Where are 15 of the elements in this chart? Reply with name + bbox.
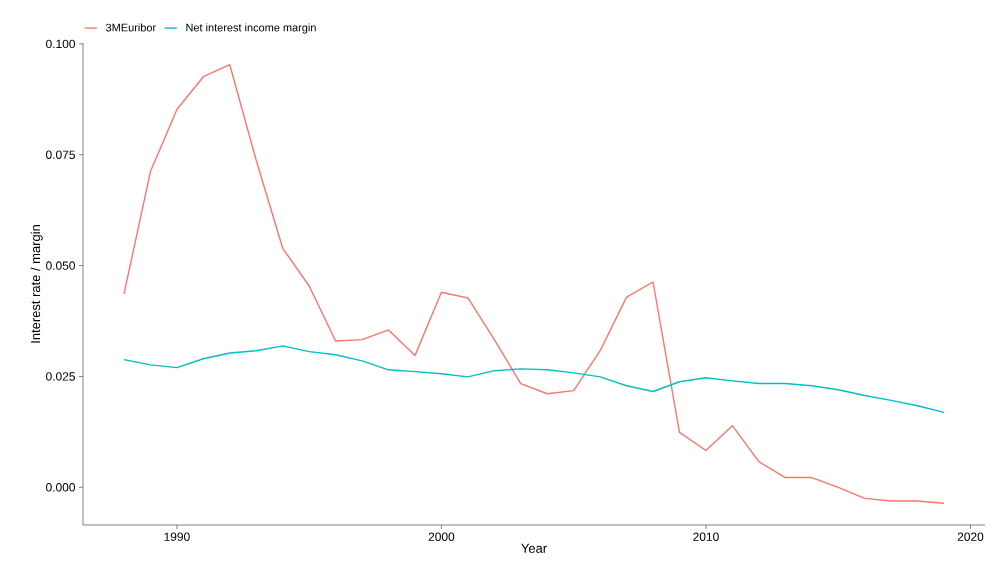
x-tick-label: 2000 xyxy=(428,532,455,541)
x-tick-label: 1990 xyxy=(164,532,190,541)
y-axis-title: Interest rate / margin xyxy=(30,225,43,343)
x-tick-label: 2010 xyxy=(693,532,719,541)
legend-label: 3MEuribor xyxy=(106,23,156,32)
y-tick-label: 0.000 xyxy=(46,483,76,492)
line-series xyxy=(123,64,945,504)
y-tick-label: 0.025 xyxy=(46,372,75,381)
y-tick-label: 0.100 xyxy=(46,39,76,49)
y-tick-label: 0.075 xyxy=(46,150,75,159)
x-axis-title: Year xyxy=(521,543,547,553)
line-series xyxy=(123,345,945,414)
legend-label: Net interest income margin xyxy=(186,23,316,34)
y-tick-label: 0.050 xyxy=(46,261,76,270)
x-tick-label: 2020 xyxy=(957,532,984,541)
